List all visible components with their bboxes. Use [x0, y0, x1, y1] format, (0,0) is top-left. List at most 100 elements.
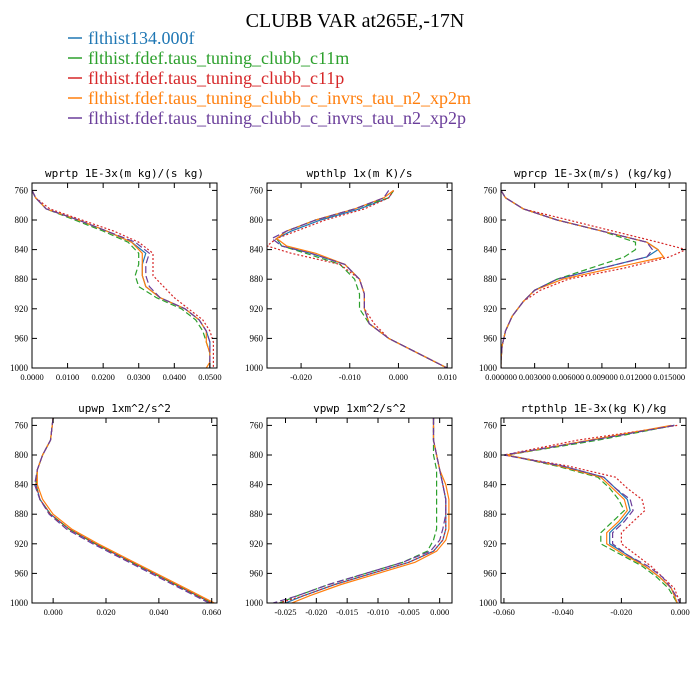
panel-title: rtpthlp 1E-3x(kg K)/kg — [521, 402, 667, 415]
y-tick-label: 920 — [484, 539, 498, 549]
series-line-1 — [501, 190, 637, 368]
panel-5: rtpthlp 1E-3x(kg K)/kg 760 800 840 880 920 960… — [479, 402, 690, 617]
y-tick-label: 760 — [15, 185, 29, 195]
series-line-2 — [35, 418, 212, 603]
series-line-2 — [267, 190, 448, 368]
series-line-1 — [35, 418, 212, 603]
series-line-4 — [33, 418, 210, 603]
y-tick-label: 800 — [484, 215, 498, 225]
y-tick-label: 960 — [484, 333, 498, 343]
x-tick-label: 0.015000 — [653, 372, 685, 382]
y-tick-label: 760 — [250, 185, 264, 195]
series-line-3 — [36, 418, 215, 603]
series-line-0 — [506, 424, 678, 603]
plot-frame — [266, 182, 453, 369]
y-tick-label: 1000 — [479, 598, 498, 608]
y-tick-label: 880 — [15, 274, 29, 284]
x-tick-label: 0.040 — [149, 607, 168, 617]
x-tick-label: 0.0000 — [20, 372, 43, 382]
series-line-1 — [275, 190, 448, 368]
y-tick-label: 1000 — [10, 598, 29, 608]
series-line-0 — [32, 190, 211, 368]
legend-label-0: flthist134.000f — [88, 28, 195, 48]
panel-3: upwp 1xm^2/s^2 760 800 840 880 920 960 1000 0.00… — [10, 402, 221, 617]
x-tick-label: -0.040 — [552, 607, 574, 617]
legend-label-2: flthist.fdef.taus_tuning_clubb_c11p — [88, 68, 344, 88]
series-line-2 — [32, 190, 214, 368]
y-tick-label: 760 — [15, 420, 29, 430]
panel-4: vpwp 1xm^2/s^2 760 800 840 880 920 960 1000 -0.0… — [245, 402, 453, 617]
y-tick-label: 920 — [484, 304, 498, 314]
panel-1: wpthlp 1x(m K)/s 760 800 840 880 920 960 1000 -0… — [245, 167, 457, 382]
y-tick-label: 960 — [15, 568, 29, 578]
y-tick-label: 880 — [250, 274, 264, 284]
y-tick-label: 840 — [250, 245, 264, 255]
y-tick-label: 800 — [250, 215, 264, 225]
x-tick-label: 0.000000 — [485, 372, 517, 382]
series-line-3 — [501, 190, 665, 368]
y-tick-label: 760 — [250, 420, 264, 430]
y-tick-label: 1000 — [245, 363, 264, 373]
panel-title: vpwp 1xm^2/s^2 — [313, 402, 406, 415]
series-line-2 — [501, 190, 686, 368]
x-tick-label: -0.005 — [398, 607, 420, 617]
x-tick-label: 0.0200 — [91, 372, 114, 382]
y-tick-label: 880 — [250, 509, 264, 519]
x-tick-label: 0.000 — [44, 607, 63, 617]
plot-frame — [31, 182, 218, 369]
legend-label-4: flthist.fdef.taus_tuning_clubb_c_invrs_t… — [88, 108, 466, 128]
series-line-4 — [270, 190, 448, 368]
series-line-0 — [35, 418, 212, 603]
y-tick-label: 840 — [250, 480, 264, 490]
series-line-3 — [275, 189, 448, 368]
panel-0: wprtp 1E-3x(m kg)/(s kg) 760 800 840 880 920 9… — [10, 167, 222, 382]
x-tick-label: 0.0300 — [127, 372, 150, 382]
x-tick-label: 0.010 — [438, 372, 457, 382]
legend-label-3: flthist.fdef.taus_tuning_clubb_c_invrs_t… — [88, 88, 471, 108]
x-tick-label: 0.020 — [96, 607, 115, 617]
series-line-2 — [503, 424, 681, 603]
panel-title: wprtp 1E-3x(m kg)/(s kg) — [45, 167, 204, 180]
x-tick-label: -0.060 — [493, 607, 515, 617]
x-tick-label: -0.020 — [610, 607, 632, 617]
y-tick-label: 1000 — [479, 363, 498, 373]
x-tick-label: 0.0500 — [198, 372, 221, 382]
y-tick-label: 960 — [15, 333, 29, 343]
y-tick-label: 1000 — [245, 598, 264, 608]
series-line-3 — [506, 424, 678, 603]
series-line-3 — [291, 418, 450, 603]
series-line-4 — [273, 418, 447, 603]
series-line-0 — [275, 190, 448, 368]
y-tick-label: 880 — [484, 509, 498, 519]
x-tick-label: -0.020 — [305, 607, 327, 617]
plot-frame — [31, 417, 218, 604]
series-line-3 — [32, 190, 211, 368]
panel-title: wprcp 1E-3x(m/s) (kg/kg) — [514, 167, 673, 180]
x-tick-label: 0.012000 — [620, 372, 652, 382]
y-tick-label: 760 — [484, 185, 498, 195]
y-tick-label: 880 — [15, 509, 29, 519]
x-tick-label: 0.000 — [430, 607, 449, 617]
y-tick-label: 960 — [250, 568, 264, 578]
plot-frame — [266, 417, 453, 604]
panel-2: wprcp 1E-3x(m/s) (kg/kg) 760 800 840 880 920 9… — [479, 167, 687, 382]
y-tick-label: 840 — [15, 480, 29, 490]
figure-title: CLUBB VAR at265E,-17N — [246, 10, 465, 32]
y-tick-label: 760 — [484, 420, 498, 430]
y-tick-label: 920 — [250, 539, 264, 549]
series-line-4 — [503, 424, 681, 603]
x-tick-label: -0.015 — [336, 607, 358, 617]
y-tick-label: 840 — [15, 245, 29, 255]
y-tick-label: 920 — [250, 304, 264, 314]
series-line-4 — [501, 190, 654, 368]
y-tick-label: 920 — [15, 304, 29, 314]
plot-frame — [500, 182, 687, 369]
x-tick-label: -0.025 — [275, 607, 297, 617]
x-tick-label: 0.0400 — [163, 372, 186, 382]
panel-title: wpthlp 1x(m K)/s — [307, 167, 413, 180]
x-tick-label: 0.0100 — [56, 372, 79, 382]
x-tick-label: 0.000 — [671, 607, 690, 617]
legend-label-1: flthist.fdef.taus_tuning_clubb_c11m — [88, 48, 349, 68]
y-tick-label: 960 — [484, 568, 498, 578]
y-tick-label: 800 — [484, 450, 498, 460]
